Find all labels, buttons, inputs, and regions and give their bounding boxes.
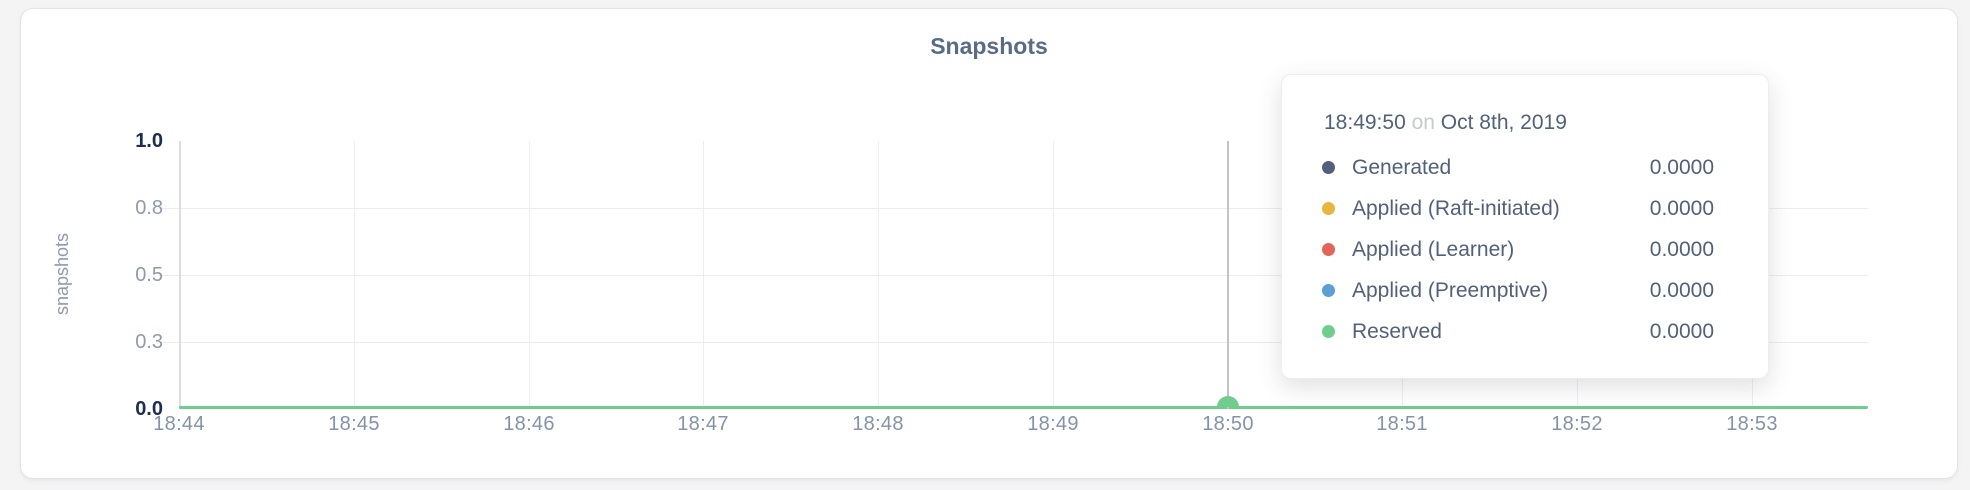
legend-row: Applied (Preemptive) 0.0000 <box>1322 270 1714 311</box>
x-tick-label: 18:48 <box>852 413 904 435</box>
x-tick-label: 18:45 <box>328 413 380 435</box>
tooltip-date: Oct 8th, 2019 <box>1440 111 1567 134</box>
tooltip-legend: Generated 0.0000 Applied (Raft-initiated… <box>1322 147 1714 352</box>
series-value: 0.0000 <box>1649 278 1714 302</box>
x-tick-label: 18:46 <box>503 413 555 435</box>
horizontal-gridline <box>159 342 1868 343</box>
zero-value-series-line <box>179 406 1868 409</box>
series-value: 0.0000 <box>1649 155 1714 179</box>
horizontal-gridline <box>159 208 1868 209</box>
snapshots-chart-card: Snapshots snapshots 18:44 18:45 18:46 18… <box>20 8 1958 479</box>
series-label: Reserved <box>1352 319 1442 343</box>
chart-title: Snapshots <box>930 33 1048 59</box>
legend-row: Applied (Learner) 0.0000 <box>1322 229 1714 270</box>
series-label: Applied (Raft-initiated) <box>1352 196 1560 220</box>
series-color-dot <box>1322 243 1335 256</box>
legend-row: Applied (Raft-initiated) 0.0000 <box>1322 188 1714 229</box>
x-tick-label: 18:53 <box>1726 413 1778 435</box>
y-tick-label: 0.3 <box>135 331 163 353</box>
x-tick-label: 18:51 <box>1376 413 1428 435</box>
y-tick-label: 0.8 <box>135 197 163 219</box>
y-tick-label: 1.0 <box>135 130 163 152</box>
series-value: 0.0000 <box>1649 319 1714 343</box>
series-label: Generated <box>1352 155 1452 179</box>
series-color-dot <box>1322 161 1335 174</box>
y-axis-title: snapshots <box>52 232 72 316</box>
x-tick-label: 18:50 <box>1202 413 1254 435</box>
series-value: 0.0000 <box>1649 196 1714 220</box>
y-tick-label: 0.0 <box>135 398 163 420</box>
series-color-dot <box>1322 284 1335 297</box>
tooltip-time: 18:49:50 <box>1324 111 1406 134</box>
hover-point-reserved <box>1217 396 1239 407</box>
horizontal-gridline <box>159 275 1868 276</box>
hover-tooltip: 18:49:50 on Oct 8th, 2019 Generated 0.00… <box>1281 74 1769 379</box>
y-tick-label: 0.5 <box>135 264 163 286</box>
tooltip-connector: on <box>1411 111 1435 134</box>
tooltip-header: 18:49:50 on Oct 8th, 2019 <box>1324 109 1714 137</box>
hover-crosshair-line <box>1227 141 1229 409</box>
x-tick-label: 18:47 <box>677 413 729 435</box>
series-color-dot <box>1322 202 1335 215</box>
legend-row: Reserved 0.0000 <box>1322 311 1714 352</box>
series-color-dot <box>1322 325 1335 338</box>
x-tick-label: 18:52 <box>1551 413 1603 435</box>
series-value: 0.0000 <box>1649 237 1714 261</box>
series-label: Applied (Preemptive) <box>1352 278 1549 302</box>
y-axis-line <box>179 141 181 409</box>
x-tick-label: 18:44 <box>153 413 205 435</box>
series-label: Applied (Learner) <box>1352 237 1515 261</box>
legend-row: Generated 0.0000 <box>1322 147 1714 188</box>
x-tick-label: 18:49 <box>1027 413 1079 435</box>
